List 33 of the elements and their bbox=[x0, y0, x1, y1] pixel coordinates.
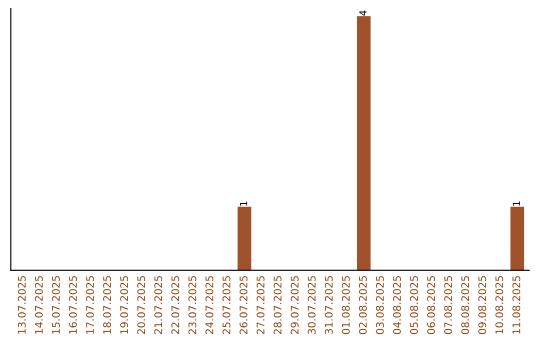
x-tick-label: 21.07.2025 bbox=[154, 276, 162, 334]
x-tick-label: 28.07.2025 bbox=[274, 276, 282, 334]
x-tick-label: 23.07.2025 bbox=[188, 276, 196, 334]
x-tick-label: 29.07.2025 bbox=[290, 276, 299, 334]
x-tick-label: 09.08.2025 bbox=[478, 276, 486, 334]
x-tick-label: 22.07.2025 bbox=[171, 276, 180, 334]
x-tick-label: 27.07.2025 bbox=[256, 276, 264, 334]
x-tick-label: 24.07.2025 bbox=[205, 276, 214, 334]
data-label: 1 bbox=[240, 201, 248, 206]
x-tick-label: 04.08.2025 bbox=[393, 276, 401, 334]
x-tick-label: 02.08.2025 bbox=[358, 276, 367, 334]
x-tick-label: 13.07.2025 bbox=[18, 276, 26, 334]
x-tick-label: 14.07.2025 bbox=[34, 276, 43, 334]
x-tick-label: 15.07.2025 bbox=[52, 276, 60, 334]
x-tick-label: 25.07.2025 bbox=[222, 276, 230, 334]
x-tick-label: 08.08.2025 bbox=[461, 276, 470, 334]
x-tick-label: 18.07.2025 bbox=[103, 276, 112, 334]
x-tick-label: 10.08.2025 bbox=[495, 276, 504, 334]
x-tick-label: 19.07.2025 bbox=[120, 276, 128, 334]
x-tick-label: 03.08.2025 bbox=[376, 276, 384, 334]
data-label: 1 bbox=[512, 201, 520, 206]
x-tick-label: 30.07.2025 bbox=[308, 276, 316, 334]
x-tick-label: 31.07.2025 bbox=[324, 276, 333, 334]
data-label: 4 bbox=[359, 10, 366, 16]
x-tick-label: 20.07.2025 bbox=[137, 276, 146, 334]
x-tick-label: 06.08.2025 bbox=[427, 276, 436, 334]
x-tick-label: 05.08.2025 bbox=[410, 276, 418, 334]
x-tick-label: 16.07.2025 bbox=[69, 276, 77, 334]
x-tick-label: 07.08.2025 bbox=[444, 276, 452, 334]
x-tick-label: 01.08.2025 bbox=[342, 276, 350, 334]
x-tick-label: 11.08.2025 bbox=[512, 276, 520, 334]
x-tick-label: 17.07.2025 bbox=[86, 276, 94, 334]
x-tick-label: 26.07.2025 bbox=[240, 276, 248, 334]
